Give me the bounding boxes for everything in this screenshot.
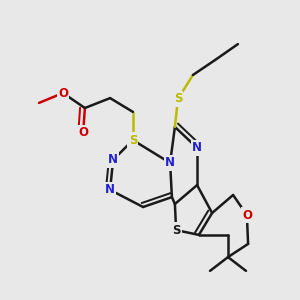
Text: S: S — [174, 92, 182, 106]
Text: N: N — [192, 141, 202, 154]
Text: N: N — [165, 156, 175, 170]
Text: O: O — [58, 86, 68, 100]
Text: O: O — [78, 126, 88, 140]
Text: N: N — [105, 183, 115, 196]
Text: S: S — [172, 224, 180, 237]
Text: N: N — [108, 153, 118, 167]
Text: O: O — [242, 208, 252, 222]
Text: S: S — [129, 134, 137, 147]
